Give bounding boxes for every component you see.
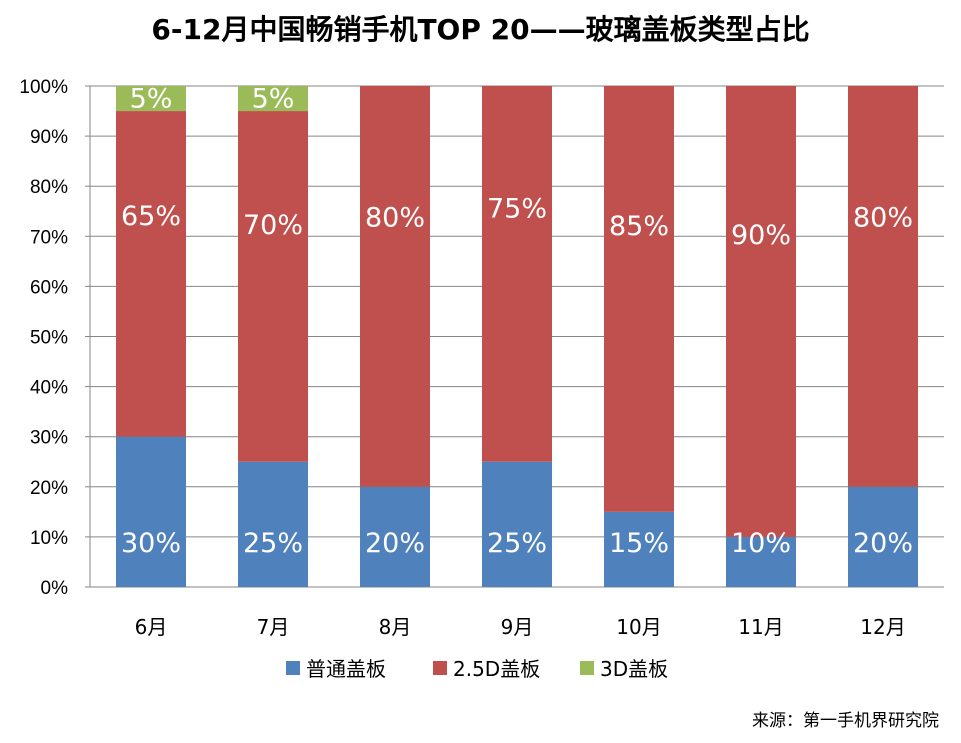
legend-swatch [433, 661, 447, 675]
data-label: 70% [243, 210, 303, 241]
source-note: 来源：第一手机界研究院 [752, 711, 939, 731]
bar-segment [848, 86, 918, 487]
x-tick-label: 11月 [738, 615, 783, 639]
x-tick-label: 7月 [257, 615, 290, 639]
data-labels: 30% 65% 5% 25% 70% 5% 20% 80% 25% 75% 15% 85% 10% 90%… [121, 84, 913, 559]
data-label: 75% [487, 194, 547, 225]
y-tick-label: 20% [30, 478, 68, 499]
x-axis: 6月 7月 8月 9月 10月 11月 12月 [135, 615, 906, 639]
y-tick-label: 100% [19, 77, 68, 98]
bar-segment [604, 86, 674, 512]
y-tick-label: 30% [30, 428, 68, 449]
data-label: 80% [365, 202, 425, 233]
bar-segment [726, 86, 796, 537]
legend-label: 普通盖板 [306, 657, 386, 681]
legend-swatch [580, 661, 594, 675]
legend-label: 3D盖板 [600, 657, 668, 681]
y-tick-label: 60% [30, 277, 68, 298]
data-label: 25% [243, 528, 303, 559]
bar-segment [238, 86, 308, 112]
bar-segment [848, 486, 918, 587]
data-label: 5% [130, 84, 173, 115]
legend-swatch [286, 661, 300, 675]
data-label: 85% [609, 211, 669, 242]
data-label: 65% [121, 201, 181, 232]
bar-segment [360, 486, 430, 587]
bar-segment [238, 111, 308, 462]
legend-label: 2.5D盖板 [453, 657, 540, 681]
data-label: 15% [609, 528, 669, 559]
data-label: 30% [121, 528, 181, 559]
y-tick-label: 70% [30, 227, 68, 248]
bar-segment [726, 536, 796, 587]
legend: 普通盖板 2.5D盖板 3D盖板 [286, 657, 668, 681]
y-tick-label: 0% [41, 578, 69, 599]
bar-segment [116, 111, 186, 437]
data-label: 80% [853, 202, 913, 233]
data-label: 10% [731, 528, 791, 559]
bar-segment [116, 86, 186, 112]
bars [116, 86, 918, 587]
bar-segment [604, 511, 674, 587]
y-tick-label: 40% [30, 378, 68, 399]
chart-title: 6-12月中国畅销手机TOP 20——玻璃盖板类型占比 [151, 13, 810, 46]
y-tick-label: 50% [30, 328, 68, 349]
x-tick-label: 12月 [860, 615, 905, 639]
bar-segment [238, 461, 308, 587]
y-tick-label: 90% [30, 127, 68, 148]
x-tick-label: 8月 [379, 615, 412, 639]
x-tick-label: 10月 [616, 615, 661, 639]
data-label: 20% [853, 528, 913, 559]
data-label: 5% [252, 84, 295, 115]
bar-segment [482, 461, 552, 587]
data-label: 25% [487, 528, 547, 559]
data-label: 20% [365, 528, 425, 559]
x-tick-label: 6月 [135, 615, 168, 639]
bar-segment [482, 86, 552, 462]
bar-segment [360, 86, 430, 487]
bar-segment [116, 436, 186, 587]
x-tick-label: 9月 [501, 615, 534, 639]
data-label: 90% [731, 220, 791, 251]
y-tick-label: 10% [30, 528, 68, 549]
y-tick-label: 80% [30, 177, 68, 198]
